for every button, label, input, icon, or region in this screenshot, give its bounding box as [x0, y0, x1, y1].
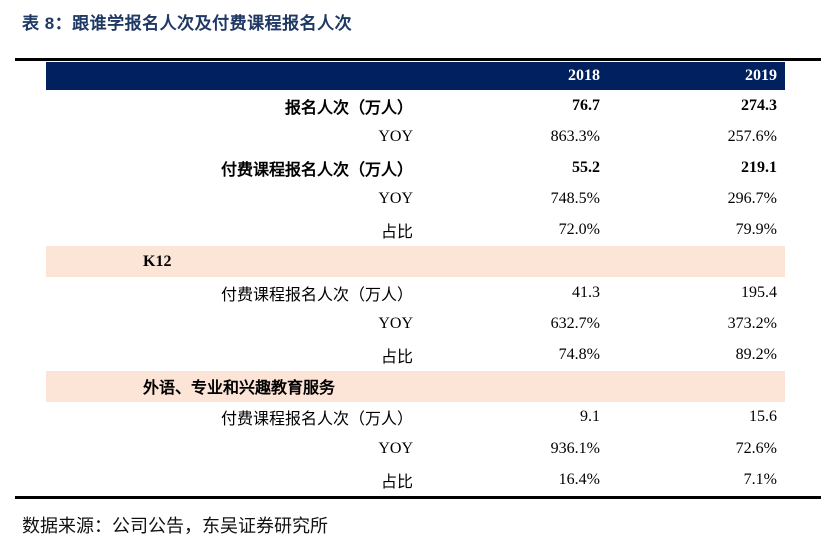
cell-2019: 373.2%	[727, 314, 777, 332]
cell-2019: 89.2%	[735, 346, 777, 364]
cell-2019: 72.6%	[735, 439, 777, 457]
cell-2018: 16.4%	[558, 470, 600, 488]
row-label: 报名人次（万人）	[284, 99, 413, 117]
cell-2018: 72.0%	[558, 221, 600, 239]
table-row: YOY 632.7% 373.2%	[46, 308, 785, 339]
table-row: 占比 16.4% 7.1%	[46, 464, 785, 495]
cell-2019: 257.6%	[727, 127, 777, 145]
cell-2018: 863.3%	[550, 127, 600, 145]
data-table: 2018 2019 报名人次（万人） 76.7 274.3 YOY 863.3% 257.…	[46, 62, 785, 495]
row-label: 占比	[380, 224, 413, 242]
row-label: YOY	[378, 127, 413, 145]
row-label: YOY	[378, 439, 413, 457]
cell-2018: 9.1	[580, 408, 600, 426]
cell-2018: 76.7	[572, 96, 600, 114]
row-label: 外语、专业和兴趣教育服务	[143, 380, 336, 398]
table-row: 付费课程报名人次（万人） 9.1 15.6	[46, 402, 785, 433]
table-title: 表 8：跟谁学报名人次及付费课程报名人次	[22, 14, 353, 33]
table-header-row: 2018 2019	[46, 62, 785, 90]
table-row: 付费课程报名人次（万人） 41.3 195.4	[46, 277, 785, 308]
cell-2018: 55.2	[572, 158, 600, 176]
bottom-rule	[15, 496, 821, 499]
table-row: YOY 936.1% 72.6%	[46, 433, 785, 464]
header-cell-2018: 2018	[568, 67, 600, 84]
row-label: 占比	[380, 473, 413, 491]
top-rule	[15, 58, 821, 61]
cell-2019: 195.4	[741, 283, 777, 301]
cell-2019: 7.1%	[743, 470, 777, 488]
source-note: 数据来源：公司公告，东吴证券研究所	[22, 516, 328, 536]
section-header-row: K12	[46, 245, 785, 278]
header-cell-2019: 2019	[745, 67, 777, 84]
table-row: 占比 72.0% 79.9%	[46, 215, 785, 246]
table-row: YOY 748.5% 296.7%	[46, 184, 785, 215]
row-label: 付费课程报名人次（万人）	[220, 411, 413, 429]
table-row: 占比 74.8% 89.2%	[46, 340, 785, 371]
table-row: YOY 863.3% 257.6%	[46, 121, 785, 152]
cell-2018: 748.5%	[550, 190, 600, 208]
cell-2019: 274.3	[741, 96, 777, 114]
row-label: YOY	[378, 314, 413, 332]
table-row: 报名人次（万人） 76.7 274.3	[46, 90, 785, 121]
table-body: 报名人次（万人） 76.7 274.3 YOY 863.3% 257.6% 付费课程报名人次…	[46, 90, 785, 495]
row-label: 付费课程报名人次（万人）	[220, 286, 413, 304]
cell-2018: 632.7%	[550, 314, 600, 332]
cell-2019: 219.1	[741, 158, 777, 176]
table-row: 付费课程报名人次（万人） 55.2 219.1	[46, 152, 785, 183]
row-label: 付费课程报名人次（万人）	[220, 161, 413, 179]
row-label: 占比	[380, 349, 413, 367]
cell-2019: 79.9%	[735, 221, 777, 239]
cell-2018: 41.3	[572, 283, 600, 301]
row-label: K12	[143, 252, 172, 270]
section-header-row: 外语、专业和兴趣教育服务	[46, 370, 785, 402]
cell-2018: 74.8%	[558, 346, 600, 364]
row-label: YOY	[378, 190, 413, 208]
cell-2018: 936.1%	[550, 439, 600, 457]
cell-2019: 15.6	[749, 408, 777, 426]
cell-2019: 296.7%	[727, 190, 777, 208]
